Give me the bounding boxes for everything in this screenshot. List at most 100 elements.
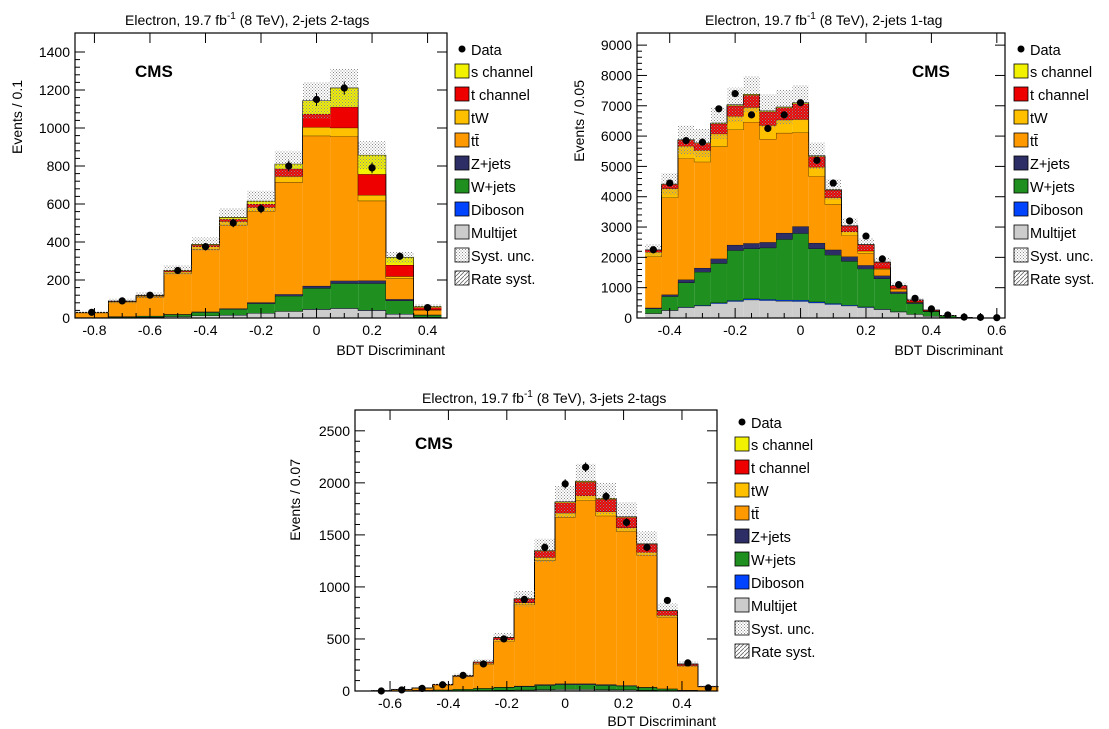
bar-diboson-12 [841,305,858,306]
data-point-10 [368,164,376,172]
y-tick-label: 2500 [319,423,350,439]
data-point-3 [174,266,182,275]
legend-label-data: Data [751,416,783,432]
syst-band-13 [857,238,875,251]
data-point-15 [895,281,903,289]
data-point-15 [684,659,692,667]
plot-area-2jets-2tags: 0 200 400 600 800 1000 1200 1400 -0.8 -0.6 -0.4 -0.… [39,32,448,338]
bar-diboson-5 [726,300,744,302]
x-tick-label: 0 [561,695,569,711]
legend-label-s-channel: s channel [1030,65,1092,81]
bar-ttbar-0 [645,256,662,308]
y-tick-label: 800 [47,158,71,174]
bar-zjets-5 [219,308,248,310]
bar-tW-15 [890,288,907,290]
syst-band-5 [219,208,248,227]
bar-zjets-8 [302,285,331,289]
data-point-6 [257,205,265,213]
x-tick-label: -0.2 [723,322,747,338]
bar-zjets-15 [890,291,907,294]
data-point-1 [398,686,406,694]
legend-label-rate-syst: Rate syst. [1030,272,1094,288]
bar-diboson-4 [710,302,727,304]
bar-wjets-5 [726,250,744,301]
y-tick-label: 200 [47,272,71,288]
bar-zjets-10 [575,683,596,685]
bar-wjets-7 [514,686,535,690]
data-point-2 [682,137,690,145]
y-tick-label: 0 [624,310,632,326]
bar-ttbar-12 [841,235,858,257]
syst-band-12 [841,218,858,234]
panel-title-2jets-2tags: Electron, 19.7 fb-1 (8 TeV), 2-jets 2-ta… [125,11,369,28]
data-point-9 [796,99,805,107]
data-point-8 [780,111,788,119]
legend-swatch-multijet [454,224,470,240]
bar-ttbar-9 [792,132,809,227]
data-point-3 [698,138,707,146]
legend-swatch-s-channel [1013,63,1029,79]
bar-wjets-14 [874,278,891,310]
y-tick-label: 6000 [601,128,632,144]
legend-label-rate-syst: Rate syst. [471,272,535,288]
legend-2jets-1tag: Data s channel t channel tW tt̄ Z+jets W… [1013,43,1094,288]
legend-label-multijet: Multijet [1030,226,1076,242]
data-point-7 [520,595,528,604]
bar-multijet-0 [645,313,662,318]
legend-label-tw: tW [1030,111,1048,127]
bar-diboson-9 [792,300,809,302]
bar-tW-10 [808,167,826,177]
x-tick-label: 0.2 [362,322,382,338]
data-point-1 [666,179,674,187]
bar-wjets-10 [575,684,596,690]
legend-swatch-zjets [734,528,750,544]
data-point-14 [663,596,671,605]
legend-label-multijet: Multijet [471,226,517,242]
legend-swatch-diboson [1013,201,1029,217]
bar-zjets-10 [358,280,386,284]
legend-label-wjets: W+jets [471,180,516,196]
bar-zjets-9 [330,280,359,284]
data-point-4 [201,243,210,251]
data-point-6 [747,111,756,119]
data-point-2 [146,291,154,299]
syst-band-6 [743,76,760,113]
bar-wjets-8 [534,685,555,690]
bar-ttbar-10 [575,500,596,684]
bar-ttbar-8 [534,560,555,685]
x-tick-label: 0 [797,322,805,338]
bar-t_channel-9 [330,106,359,128]
bar-wjets-9 [330,283,359,309]
legend-swatch-ttbar [1013,132,1029,148]
legend-label-tw: tW [751,484,769,500]
bar-ttbar-10 [358,200,386,281]
y-tick-label: 1200 [39,82,70,98]
legend-label-diboson: Diboson [1030,203,1083,219]
data-point-13 [643,543,651,551]
bar-zjets-6 [743,243,760,249]
y-tick-label: 3000 [601,219,632,235]
bar-zjets-16 [906,302,924,304]
syst-band-7 [759,94,777,128]
legend-swatch-s-channel [454,63,470,79]
x-tick-label: 0.6 [987,322,1007,338]
bar-ttbar-15 [890,289,907,292]
data-point-0 [649,246,657,254]
bar-wjets-3 [694,271,711,306]
legend-label-t-channel: t channel [751,461,810,477]
y-tick-label: 2000 [319,475,350,491]
bar-ttbar-5 [219,224,248,309]
bar-tW-9 [330,127,359,137]
data-point-8 [541,543,549,551]
legend-swatch-rate-syst [1013,270,1029,286]
data-point-3 [438,681,447,689]
bar-wjets-10 [358,283,386,311]
bar-multijet-7 [759,300,777,318]
bar-ttbar-11 [825,204,842,250]
data-point-11 [602,492,610,500]
bar-zjets-12 [841,256,858,262]
bar-t_channel-10 [358,174,386,196]
bar-wjets-2 [677,282,695,307]
syst-band-11 [825,179,842,201]
bar-wjets-13 [857,268,875,307]
